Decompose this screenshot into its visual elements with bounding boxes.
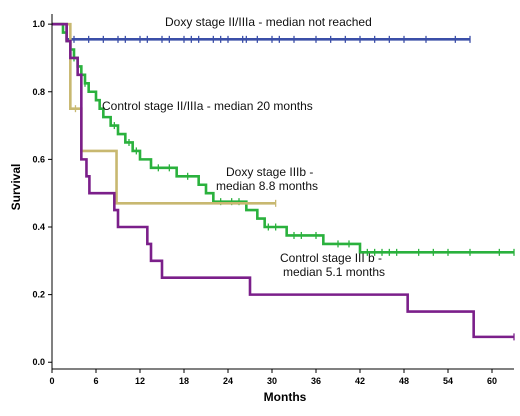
x-tick-label: 6: [93, 376, 98, 386]
y-tick-label: 0.2: [32, 290, 45, 300]
x-tick-label: 24: [223, 376, 233, 386]
x-tick-label: 30: [267, 376, 277, 386]
ticks-layer: 0 6 12 18 24 30 36 42 48 54 60 0.0 0.2 0.4 0.6 0.8 1.0: [32, 19, 497, 386]
axes-layer: [51, 14, 514, 370]
annotation-doxy-iiib-line2: median 8.8 months: [216, 179, 318, 193]
x-tick-label: 12: [135, 376, 145, 386]
x-tick-label: 54: [443, 376, 453, 386]
y-tick-label: 0.8: [32, 87, 45, 97]
series-3: [52, 22, 515, 341]
annotation-doxy-iiib-line1: Doxy stage IIIb -: [226, 165, 313, 179]
series-line: [52, 22, 514, 339]
y-axis-title: Survival: [9, 164, 23, 211]
annotation-control-iiib-line2: median 5.1 months: [283, 265, 385, 279]
x-tick-label: 18: [179, 376, 189, 386]
x-tick-label: 48: [399, 376, 409, 386]
y-tick-label: 1.0: [32, 19, 45, 29]
y-tick-label: 0.6: [32, 154, 45, 164]
x-tick-label: 60: [487, 376, 497, 386]
y-tick-label: 0.0: [32, 357, 45, 367]
annotation-doxy-ii-iiia: Doxy stage II/IIIa - median not reached: [165, 15, 372, 29]
annotation-layer: Doxy stage II/IIIa - median not reached …: [102, 15, 385, 279]
x-tick-label: 0: [49, 376, 54, 386]
y-tick-label: 0.4: [32, 222, 45, 232]
x-tick-label: 36: [311, 376, 321, 386]
x-axis-title: Months: [264, 390, 307, 404]
x-tick-label: 42: [355, 376, 365, 386]
annotation-control-ii-iiia: Control stage II/IIIa - median 20 months: [102, 99, 313, 113]
series-layer: [52, 22, 515, 341]
annotation-control-iiib-line1: Control stage III b -: [280, 251, 382, 265]
